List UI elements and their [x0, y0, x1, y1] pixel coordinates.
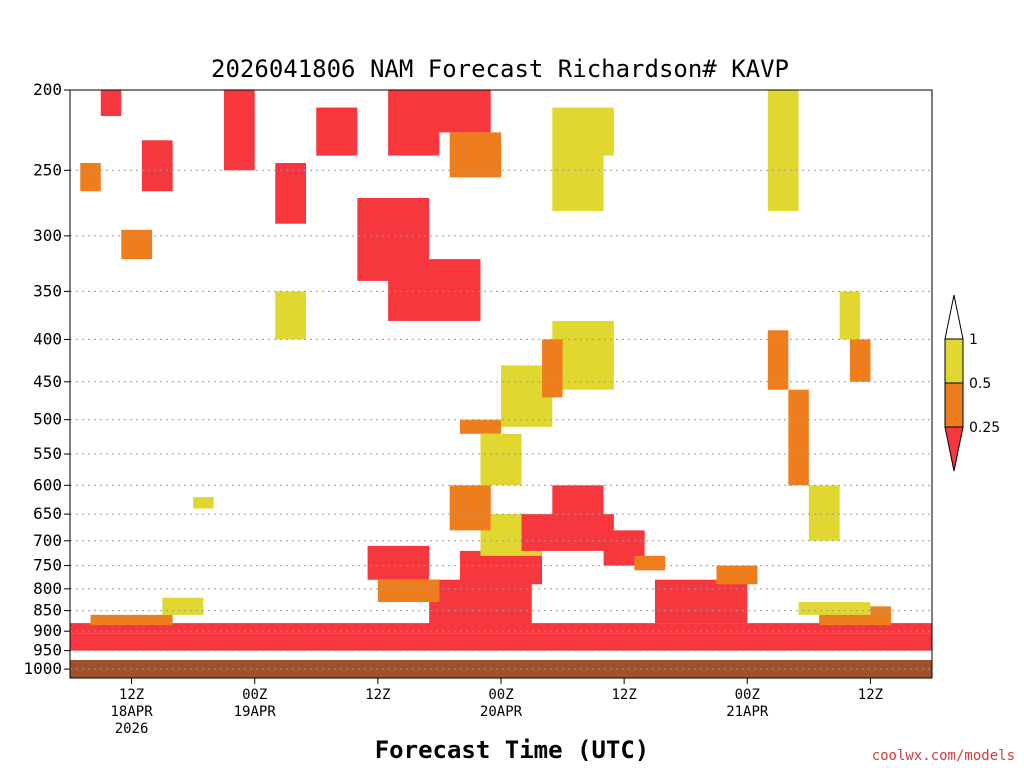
- ri-region-orange: [634, 555, 666, 571]
- ri-region-red: [223, 90, 255, 171]
- ri-region-yellow: [593, 107, 614, 156]
- ri-region-red: [521, 514, 614, 551]
- y-tick-label: 550: [33, 444, 62, 463]
- x-tick-label: 18APR: [110, 704, 153, 720]
- chart-title: 2026041806 NAM Forecast Richardson# KAVP: [211, 55, 789, 83]
- x-tick-label: 00Z: [488, 687, 513, 703]
- legend-tip-top: [944, 294, 964, 340]
- ground-band: [70, 660, 932, 678]
- y-tick-label: 1000: [23, 659, 62, 678]
- legend-label: 0.5: [969, 376, 991, 392]
- x-tick-label: 21APR: [726, 704, 769, 720]
- ri-region-orange: [542, 339, 563, 398]
- ri-region-orange: [80, 163, 101, 192]
- x-tick-label: 00Z: [242, 687, 267, 703]
- credit-text[interactable]: coolwx.com/models: [872, 748, 1015, 764]
- ri-region-red: [429, 579, 532, 632]
- ri-region-orange: [90, 614, 173, 626]
- ri-region-red: [316, 107, 358, 156]
- plot-area: [70, 90, 932, 678]
- x-tick-label: 12Z: [365, 687, 390, 703]
- legend-label: 1: [969, 332, 978, 348]
- y-tick-label: 400: [33, 329, 62, 348]
- y-tick-label: 500: [33, 410, 62, 429]
- y-tick-label: 450: [33, 372, 62, 391]
- ri-region-red: [459, 550, 543, 585]
- ri-region-yellow: [767, 90, 799, 212]
- legend-tip-bottom: [944, 426, 964, 472]
- ri-region-orange: [459, 419, 501, 434]
- ri-region-orange: [449, 485, 491, 531]
- y-tick-label: 700: [33, 531, 62, 550]
- x-tick-label: 20APR: [480, 704, 523, 720]
- y-tick-label: 900: [33, 621, 62, 640]
- x-tick-label: 12Z: [119, 687, 144, 703]
- ri-region-orange: [716, 565, 758, 585]
- ri-region-red: [367, 545, 430, 580]
- y-tick-label: 350: [33, 281, 62, 300]
- y-tick-label: 300: [33, 226, 62, 245]
- y-tick-label: 800: [33, 579, 62, 598]
- legend-label: 0.25: [969, 420, 1000, 436]
- ri-region-red: [100, 90, 122, 117]
- y-tick-label: 200: [33, 80, 62, 99]
- ri-region-red: [408, 90, 491, 133]
- x-tick-label: 12Z: [858, 687, 883, 703]
- ri-region-red: [552, 485, 604, 520]
- ri-region-red: [388, 259, 481, 321]
- ri-region-orange: [121, 229, 153, 260]
- ri-region-orange: [377, 579, 440, 603]
- ri-region-red: [141, 140, 173, 192]
- ri-region-orange: [449, 132, 501, 178]
- ri-region-red: [70, 633, 932, 651]
- y-tick-label: 600: [33, 475, 62, 494]
- x-tick-label: 19APR: [234, 704, 277, 720]
- legend-bin: [944, 382, 964, 428]
- ri-region-red: [275, 163, 307, 224]
- y-tick-label: 950: [33, 641, 62, 660]
- y-tick-label: 650: [33, 504, 62, 523]
- x-tick-label: 00Z: [735, 687, 760, 703]
- x-tick-label: 2026: [115, 721, 149, 737]
- ri-region-yellow: [808, 485, 840, 541]
- ri-region-yellow: [193, 497, 214, 509]
- ri-region-yellow: [162, 597, 204, 615]
- y-tick-label: 250: [33, 160, 62, 179]
- ri-region-yellow: [798, 602, 871, 615]
- ri-region-orange: [849, 339, 871, 382]
- ri-region-orange: [767, 330, 789, 390]
- y-tick-label: 750: [33, 556, 62, 575]
- ri-region-yellow: [480, 433, 522, 486]
- ri-region-yellow: [275, 291, 307, 340]
- y-axis: 200 250 300 350 400 450 500 550 600 650 700 750 800 8…: [23, 80, 70, 678]
- x-axis-label: Forecast Time (UTC): [375, 736, 650, 764]
- colorbar-legend: 1 0.5 0.25: [944, 294, 1000, 472]
- ri-region-orange: [788, 389, 809, 486]
- ri-region-yellow: [839, 291, 861, 340]
- y-tick-label: 850: [33, 601, 62, 620]
- ri-region-red: [654, 579, 748, 624]
- x-tick-label: 12Z: [611, 687, 636, 703]
- legend-bin: [944, 338, 964, 384]
